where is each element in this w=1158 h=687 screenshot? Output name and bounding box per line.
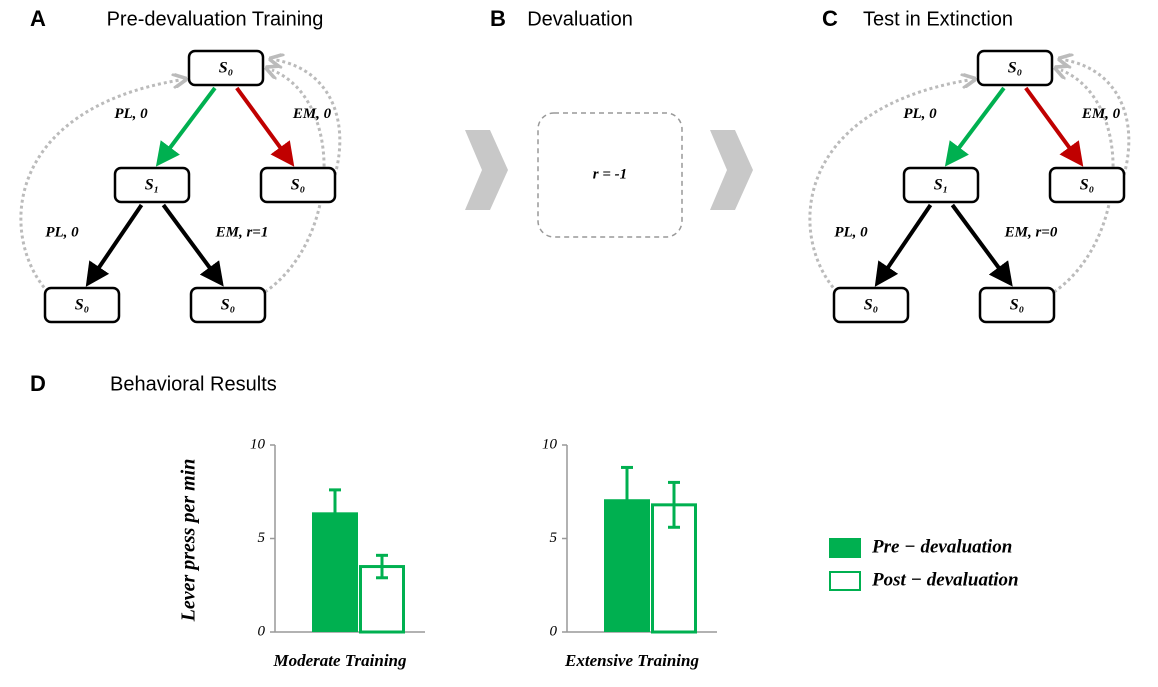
y-tick-label: 0 [258,623,266,639]
transition-arrow [155,86,217,167]
state-node [187,49,265,87]
flow-arrow [465,130,508,210]
state-node [978,286,1056,324]
devaluation-box [537,112,683,238]
legend-label: Pre − devaluation [871,536,1012,557]
transition-label: EM, r=1 [215,224,269,240]
error-bar [668,480,680,529]
transition-label: PL, 0 [903,106,937,122]
reward-label: r = -1 [593,166,627,182]
y-tick-label: 0 [550,623,558,639]
state-label: S₀ [291,177,305,194]
transition-arrow [235,86,295,167]
return-arrow [1054,70,1115,294]
y-tick-label: 5 [258,530,266,546]
transition-label: EM, r=0 [1004,224,1058,240]
state-label: S₁ [145,177,159,194]
state-node [976,49,1054,87]
error-bar [621,465,633,533]
state-node [189,286,267,324]
return-arrow [808,80,969,294]
transition-label: PL, 0 [114,106,148,122]
state-label: S₀ [864,297,878,314]
transition-arrow [944,86,1006,167]
panel-letter: C [822,6,838,31]
panel-title: Behavioral Results [110,373,277,395]
y-tick-label: 5 [550,530,558,546]
state-node [259,166,337,204]
state-node [832,286,910,324]
panel-title: Pre-devaluation Training [107,8,324,30]
legend-swatch [829,571,861,591]
transition-arrow [874,203,933,287]
legend-swatch [829,538,861,558]
legend-label: Post − devaluation [871,569,1019,590]
panel-letter: B [490,6,506,31]
error-bar [376,553,388,580]
return-arrow [1065,60,1131,176]
transition-label: EM, 0 [1081,106,1121,122]
y-tick-label: 10 [542,436,558,452]
state-label: S₀ [75,297,89,314]
state-node [113,166,191,204]
y-axis-label: Lever press per min [178,459,200,623]
return-arrow [265,70,326,294]
state-label: S₀ [1010,297,1024,314]
x-label: Moderate Training [272,651,407,670]
transition-label: PL, 0 [45,224,79,240]
state-node [902,166,980,204]
transition-arrow [85,203,144,287]
y-tick-label: 10 [250,436,266,452]
panel-letter: A [30,6,46,31]
state-label: S₁ [934,177,948,194]
state-label: S₀ [221,297,235,314]
return-arrow [19,80,180,294]
state-node [1048,166,1126,204]
panel-title: Devaluation [527,8,633,30]
state-node [43,286,121,324]
transition-arrow [161,203,224,287]
flow-arrow [710,130,753,210]
transition-arrow [1024,86,1084,167]
transition-arrow [950,203,1013,287]
panel-letter: D [30,371,46,396]
transition-label: PL, 0 [834,224,868,240]
error-bar [329,488,341,537]
state-label: S₀ [1008,60,1022,77]
panel-title: Test in Extinction [863,8,1013,30]
x-label: Extensive Training [564,651,699,670]
return-arrow [276,60,342,176]
transition-label: EM, 0 [292,106,332,122]
state-label: S₀ [1080,177,1094,194]
state-label: S₀ [219,60,233,77]
